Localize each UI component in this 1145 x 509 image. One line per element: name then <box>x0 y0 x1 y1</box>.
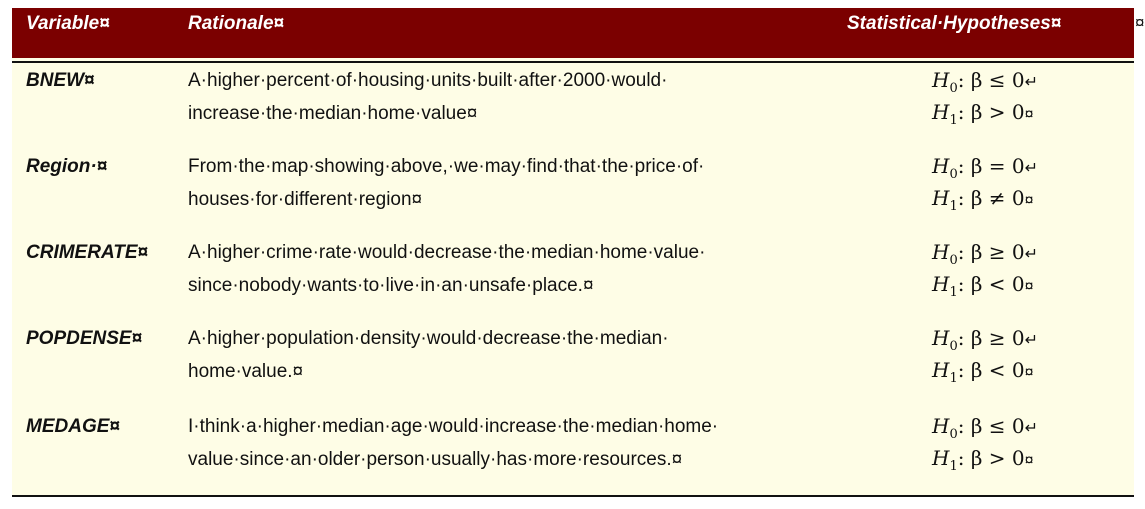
null-hypothesis: H0: β ≥ 0↵ <box>932 240 1038 268</box>
variable-name: POPDENSE¤ <box>26 328 143 349</box>
rationale-text: A·higher·percent·of·housing·units·built·… <box>188 64 667 130</box>
variable-name: BNEW¤ <box>26 70 95 91</box>
table-row: BNEW¤ A·higher·percent·of·housing·units·… <box>12 68 1134 140</box>
null-hypothesis: H0: β ≤ 0↵ <box>932 414 1038 442</box>
rationale-line: From·the·map·showing·above,·we·may·find·… <box>188 156 705 177</box>
rationale-text: A·higher·population·density·would·decrea… <box>188 322 669 388</box>
table-row: CRIMERATE¤ A·higher·crime·rate·would·dec… <box>12 240 1134 312</box>
rationale-line: I·think·a·higher·median·age·would·increa… <box>188 416 719 437</box>
hypotheses-cell: H0: β ≥ 0↵ H1: β < 0¤ <box>932 322 1038 386</box>
header-rationale: Rationale¤ <box>188 13 285 34</box>
table-row: Region·¤ From·the·map·showing·above,·we·… <box>12 154 1134 226</box>
alternative-hypothesis: H1: β < 0¤ <box>932 358 1034 386</box>
alternative-hypothesis: H1: β > 0¤ <box>932 100 1034 128</box>
hypotheses-table: Variable¤ Rationale¤ Statistical·Hypothe… <box>12 8 1134 497</box>
rationale-line: houses·for·different·region¤ <box>188 189 423 210</box>
null-hypothesis: H0: β ≤ 0↵ <box>932 68 1038 96</box>
hypotheses-cell: H0: β ≤ 0↵ H1: β > 0¤ <box>932 64 1038 128</box>
rationale-line: value·since·an·older·person·usually·has·… <box>188 449 683 470</box>
rationale-line: A·higher·crime·rate·would·decrease·the·m… <box>188 242 706 263</box>
rationale-text: I·think·a·higher·median·age·would·increa… <box>188 410 718 476</box>
null-hypothesis: H0: β ≥ 0↵ <box>932 326 1038 354</box>
header-hypotheses: Statistical·Hypotheses¤ <box>847 13 1062 34</box>
hypotheses-cell: H0: β ≥ 0↵ H1: β < 0¤ <box>932 236 1038 300</box>
rationale-text: From·the·map·showing·above,·we·may·find·… <box>188 150 704 216</box>
null-hypothesis: H0: β = 0↵ <box>932 154 1038 182</box>
alternative-hypothesis: H1: β ≠ 0¤ <box>932 186 1034 214</box>
rationale-text: A·higher·crime·rate·would·decrease·the·m… <box>188 236 705 302</box>
rationale-line: A·higher·population·density·would·decrea… <box>188 328 669 349</box>
hypotheses-cell: H0: β = 0↵ H1: β ≠ 0¤ <box>932 150 1038 214</box>
rationale-line: since·nobody·wants·to·live·in·an·unsafe·… <box>188 275 594 296</box>
alternative-hypothesis: H1: β < 0¤ <box>932 272 1034 300</box>
alternative-hypothesis: H1: β > 0¤ <box>932 446 1034 474</box>
rationale-line: A·higher·percent·of·housing·units·built·… <box>188 70 668 91</box>
table-header: Variable¤ Rationale¤ Statistical·Hypothe… <box>12 8 1134 58</box>
table-bottom-rule <box>12 495 1134 497</box>
variable-name: MEDAGE¤ <box>26 416 120 437</box>
hypotheses-cell: H0: β ≤ 0↵ H1: β > 0¤ <box>932 410 1038 474</box>
rationale-line: increase·the·median·home·value¤ <box>188 103 478 124</box>
table-row: POPDENSE¤ A·higher·population·density·wo… <box>12 326 1134 398</box>
variable-name: CRIMERATE¤ <box>26 242 149 263</box>
table-row: MEDAGE¤ I·think·a·higher·median·age·woul… <box>12 414 1134 486</box>
rationale-line: home·value.¤ <box>188 361 304 382</box>
variable-name: Region·¤ <box>26 156 108 177</box>
header-variable: Variable¤ <box>26 13 110 34</box>
header-rule <box>12 61 1134 63</box>
end-of-row-mark: ¤ <box>1135 13 1145 32</box>
